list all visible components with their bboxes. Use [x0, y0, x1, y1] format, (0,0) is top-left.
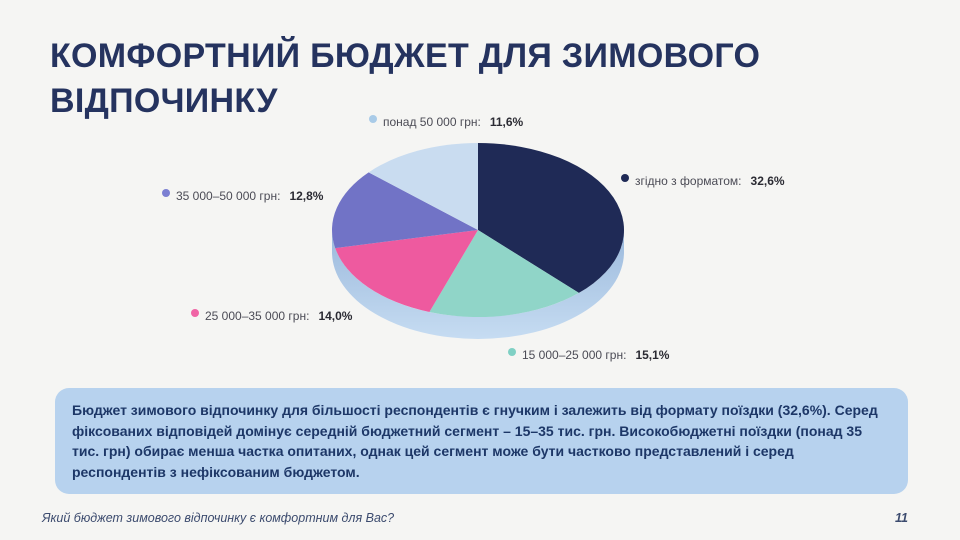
legend-item-15000-25000: 15 000–25 000 грн: 15,1%	[508, 348, 669, 362]
legend-dot-35000-50000-icon	[162, 189, 170, 197]
legend-label: згідно з форматом:	[635, 174, 742, 188]
legend-item-25000-35000: 25 000–35 000 грн: 14,0%	[191, 309, 352, 323]
legend-value: 11,6%	[489, 115, 524, 129]
legend-value: 12,8%	[289, 189, 324, 203]
legend-dot-25000-35000-icon	[191, 309, 199, 317]
legend-label: 15 000–25 000 грн:	[522, 348, 627, 362]
pie-slice-0	[478, 143, 625, 293]
insight-box: Бюджет зимового відпочинку для більшості…	[55, 388, 908, 494]
legend-item-by-format: згідно з форматом: 32,6%	[621, 174, 785, 188]
insight-text: Бюджет зимового відпочинку для більшості…	[72, 402, 878, 480]
pie-slice-4	[368, 143, 478, 230]
legend-item-35000-50000: 35 000–50 000 грн: 12,8%	[162, 189, 323, 203]
page-number: 11	[895, 511, 908, 525]
footer-survey-question: Який бюджет зимового відпочинку є комфор…	[42, 511, 395, 525]
pie-side-band	[332, 230, 624, 339]
legend-value: 15,1%	[635, 348, 670, 362]
legend-value: 14,0%	[318, 309, 353, 323]
legend-item-over-50000: понад 50 000 грн: 11,6%	[369, 115, 523, 129]
legend-dot-15000-25000-icon	[508, 348, 516, 356]
legend-value: 32,6%	[750, 174, 785, 188]
legend-dot-by-format-icon	[621, 174, 629, 182]
pie-chart	[320, 128, 642, 352]
pie-chart-svg	[331, 143, 625, 339]
pie-slice-3	[331, 172, 478, 249]
legend-label: 35 000–50 000 грн:	[176, 189, 281, 203]
pie-slice-2	[335, 230, 478, 313]
legend-label: понад 50 000 грн:	[383, 115, 481, 129]
page-title: КОМФОРТНИЙ БЮДЖЕТ ДЛЯ ЗИМОВОГО ВІДПОЧИНК…	[50, 37, 761, 120]
legend-label: 25 000–35 000 грн:	[205, 309, 310, 323]
pie-slice-1	[429, 230, 579, 318]
legend-dot-over-50000-icon	[369, 115, 377, 123]
